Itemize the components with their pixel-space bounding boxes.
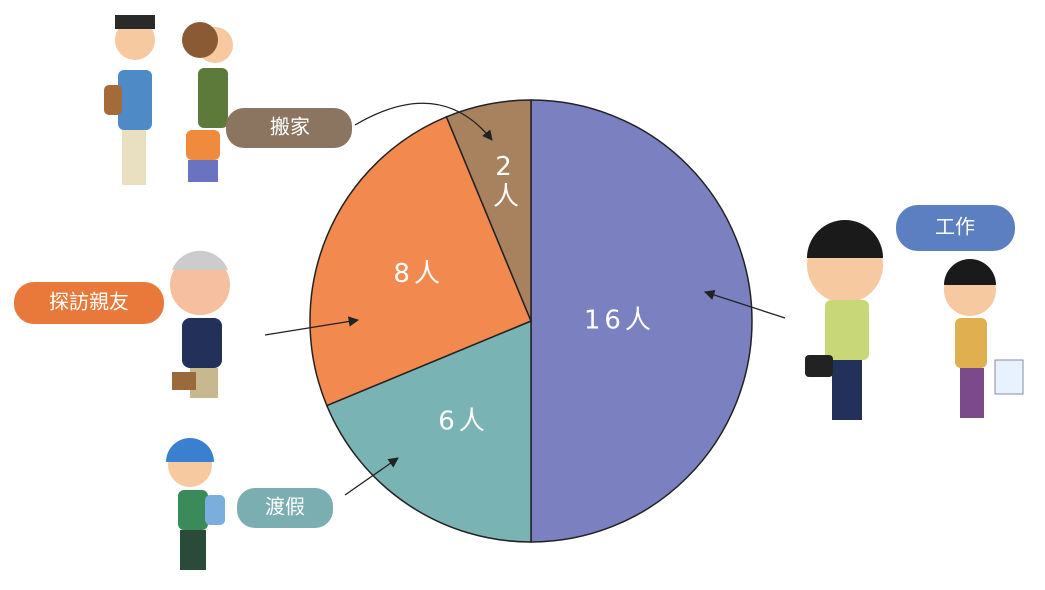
pie-slice bbox=[445, 99, 532, 322]
bubble bbox=[237, 488, 333, 528]
category-label: 探訪親友 bbox=[49, 290, 129, 314]
figure-workers bbox=[805, 220, 1024, 420]
figure-elder bbox=[170, 250, 230, 398]
bubble bbox=[226, 108, 352, 148]
category-label: 渡假 bbox=[265, 495, 305, 519]
arrow bbox=[344, 457, 399, 496]
arrow bbox=[704, 289, 786, 319]
value-label: 6人 bbox=[438, 407, 489, 437]
pie: 16人 6人 8人 2人 bbox=[309, 99, 753, 543]
category-label: 搬家 bbox=[270, 115, 310, 139]
arrow bbox=[354, 102, 493, 141]
category-label: 工作 bbox=[935, 215, 975, 239]
arrow bbox=[264, 316, 360, 336]
figure-hiker bbox=[166, 438, 225, 570]
bubble bbox=[14, 282, 164, 324]
pie-slice bbox=[530, 99, 753, 543]
value-label: 16人 bbox=[584, 306, 655, 336]
value-label: 2人 bbox=[488, 152, 518, 208]
figure-travelers bbox=[104, 15, 233, 185]
pie-slice bbox=[325, 319, 532, 543]
bubble bbox=[896, 205, 1015, 251]
value-label: 8人 bbox=[393, 259, 444, 289]
